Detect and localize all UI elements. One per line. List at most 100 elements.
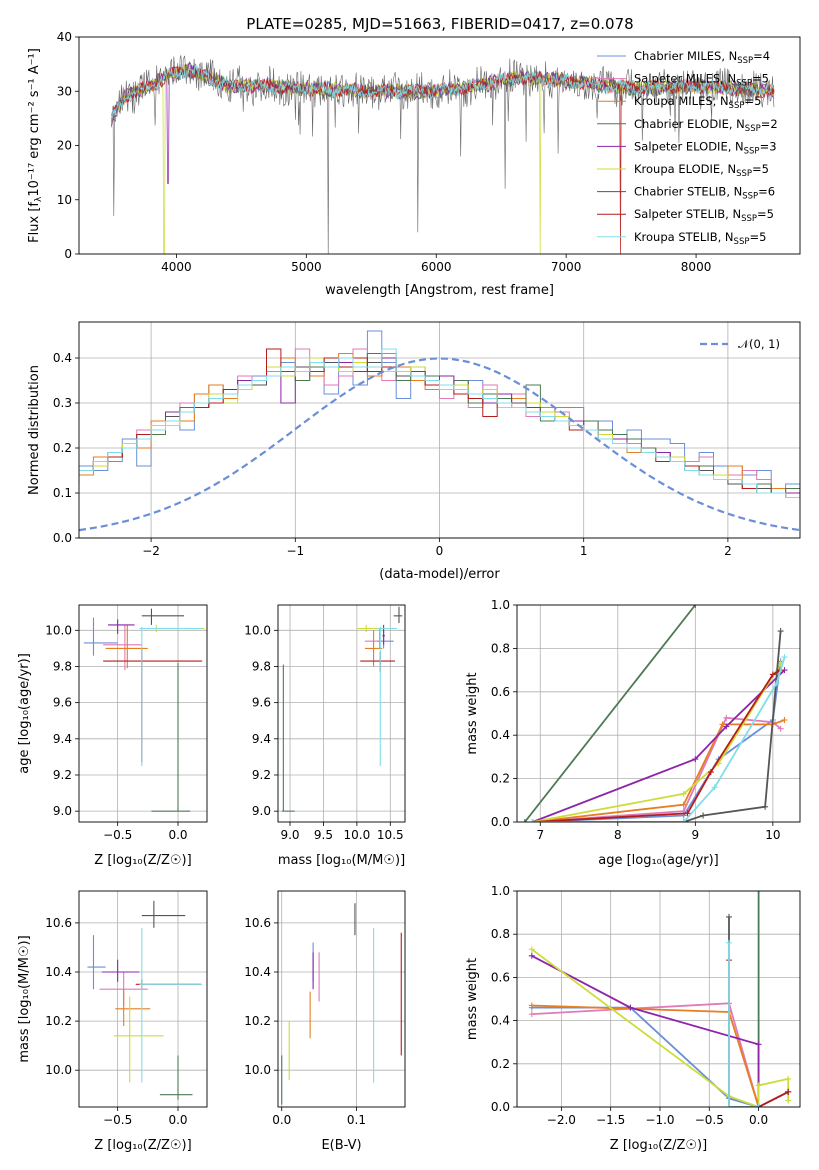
- y-tick-label: 0.3: [53, 396, 72, 410]
- legend-entry-label: Salpeter MILES, NSSP=5: [634, 72, 769, 89]
- y-tick-label: 0.4: [53, 351, 72, 365]
- y-tick-label: 0.8: [491, 641, 510, 655]
- legend-label-count: =5: [744, 94, 761, 108]
- mass-weight-marker: [700, 812, 707, 819]
- legend-label-text: Salpeter ELODIE, N: [634, 139, 744, 153]
- mass-weight-line: [531, 948, 790, 1107]
- mass-weight-line: [532, 663, 782, 822]
- massweight_vs_z-panel: −2.0 −1.5 −1.0 −0.5 0.0 0.0 0.2 0.4 0.6 0.8 1.0 Z […: [465, 884, 801, 1153]
- mass-weight-marker: [528, 1011, 535, 1018]
- x-tick-label: 0.0: [272, 1113, 291, 1127]
- mass-weight-marker: [707, 769, 714, 776]
- mass-weight-marker: [692, 756, 699, 763]
- x-tick-label: −0.5: [103, 1113, 132, 1127]
- x-tick-label: 10.5: [377, 828, 404, 842]
- legend-label-count: =6: [758, 185, 775, 199]
- mass-weight-marker: [529, 819, 536, 822]
- y-axis-label: age [log₁₀(age/yr)]: [17, 653, 32, 774]
- y-axis-label-main: Flux [f: [27, 202, 42, 243]
- x-axis-label: E(B-V): [321, 1138, 361, 1153]
- legend-label-sub: SSP: [741, 214, 757, 224]
- y-tick-label: 9.2: [252, 768, 271, 782]
- y-tick-label: 10: [57, 193, 72, 207]
- x-tick-label: 0.0: [749, 1113, 768, 1127]
- x-tick-label: 8: [614, 828, 622, 842]
- x-axis-label: age [log₁₀(age/yr)]: [598, 853, 719, 868]
- legend-label-sub: SSP: [744, 146, 760, 156]
- x-tick-label: 8000: [681, 260, 712, 274]
- legend-label-sub: SSP: [734, 237, 750, 247]
- y-axis-label: mass [log₁₀(M/M☉)]: [17, 935, 32, 1062]
- legend-label-sub: SSP: [745, 124, 761, 134]
- legend-entry-label: Chabrier ELODIE, NSSP=2: [634, 117, 778, 134]
- legend-entry-label: Chabrier MILES, NSSP=4: [634, 49, 770, 66]
- x-tick-label: 7: [536, 828, 544, 842]
- mass_vs_z-panel: −0.5 0.0 10.0 10.2 10.4 10.6 Z [log₁₀(Z/Z☉)] ma…: [17, 890, 208, 1153]
- y-tick-label: 10.0: [244, 623, 271, 637]
- legend-label-text: Chabrier STELIB, N: [634, 185, 742, 199]
- legend-label-text: Chabrier MILES, N: [634, 49, 737, 63]
- histogram-series: [79, 353, 800, 498]
- x-tick-label: 0.0: [168, 1113, 187, 1127]
- x-tick-label: 4000: [161, 260, 192, 274]
- legend-entry-label: 𝒩(0, 1): [738, 337, 780, 351]
- y-tick-label: 9.0: [252, 804, 271, 818]
- mass-weight-marker: [719, 721, 726, 728]
- y-tick-label: 0.0: [491, 1100, 510, 1114]
- line-group: [528, 891, 792, 1107]
- mass-weight-marker: [762, 803, 769, 810]
- mass-weight-marker: [785, 1088, 792, 1095]
- mass-weight-marker: [755, 891, 762, 894]
- spectrum-frame: [78, 36, 801, 255]
- y-tick-label: 10.0: [45, 1063, 72, 1077]
- age_vs_z-panel: −0.5 0.0 9.0 9.2 9.4 9.6 9.8 10.0 Z [log₁₀(Z/Z☉)…: [17, 604, 208, 868]
- legend-label-count: =5: [749, 230, 766, 244]
- errorbar-group: [87, 900, 203, 1100]
- x-tick-label: 10: [765, 828, 780, 842]
- y-tick-label: 0.0: [53, 531, 72, 545]
- mass-weight-line: [532, 716, 782, 822]
- mass-weight-marker: [684, 810, 691, 817]
- y-tick-label: 0.8: [491, 927, 510, 941]
- x-tick-label: 7000: [551, 260, 582, 274]
- mass-weight-marker: [755, 1104, 762, 1107]
- mass-weight-line: [728, 942, 759, 1107]
- y-tick-label: 9.6: [53, 696, 72, 710]
- legend-label-sub: SSP: [736, 79, 752, 89]
- y-tick-label: 30: [57, 84, 72, 98]
- legend-label-text: Kroupa STELIB, N: [634, 230, 734, 244]
- y-tick-label: 9.2: [53, 768, 72, 782]
- y-tick-label: 0.2: [491, 772, 510, 786]
- mass-weight-marker: [521, 819, 528, 822]
- x-tick-label: −0.5: [695, 1113, 724, 1127]
- mass-weight-marker: [528, 1002, 535, 1009]
- y-tick-label: 20: [57, 139, 72, 153]
- x-tick-label: 1: [580, 544, 588, 558]
- y-tick-label: 9.4: [252, 732, 271, 746]
- massweight_vs_age-frame: [516, 604, 801, 823]
- x-tick-label: 0: [436, 544, 444, 558]
- legend-label-text: Kroupa MILES, N: [634, 94, 729, 108]
- mass-weight-line: [531, 1002, 760, 1107]
- mass-weight-marker: [755, 1082, 762, 1089]
- legend-label-text: Salpeter MILES, N: [634, 72, 736, 86]
- spectrum-panel: 4000 5000 6000 7000 8000 0 10 20 30 40 wavelength …: [27, 30, 801, 298]
- y-tick-label: 10.6: [244, 916, 271, 930]
- errorbar-group: [282, 606, 403, 812]
- x-axis-label: wavelength [Angstrom, rest frame]: [325, 283, 554, 298]
- y-tick-label: 0: [64, 247, 72, 261]
- mass_vs_ebv-panel: 0.0 0.1 10.0 10.2 10.4 10.6 E(B-V): [244, 890, 406, 1153]
- mass-weight-marker: [773, 680, 780, 687]
- y-tick-label: 9.6: [252, 696, 271, 710]
- residuals-panel: −2 −1 0 1 2 0.0 0.1 0.2 0.3 0.4 𝒩(0, 1) (data-model…: [27, 321, 801, 582]
- gaussian-reference-line: [79, 357, 800, 532]
- mass-weight-marker: [777, 628, 784, 635]
- legend-label-sub: SSP: [736, 169, 752, 179]
- y-axis-label: Normed distribution: [27, 365, 42, 495]
- x-tick-label: 2: [724, 544, 732, 558]
- histogram-series: [79, 348, 800, 503]
- mass-weight-line: [524, 605, 697, 822]
- x-tick-label: 10.0: [344, 828, 371, 842]
- age_vs_z-frame: [78, 604, 208, 823]
- y-tick-label: 10.0: [45, 623, 72, 637]
